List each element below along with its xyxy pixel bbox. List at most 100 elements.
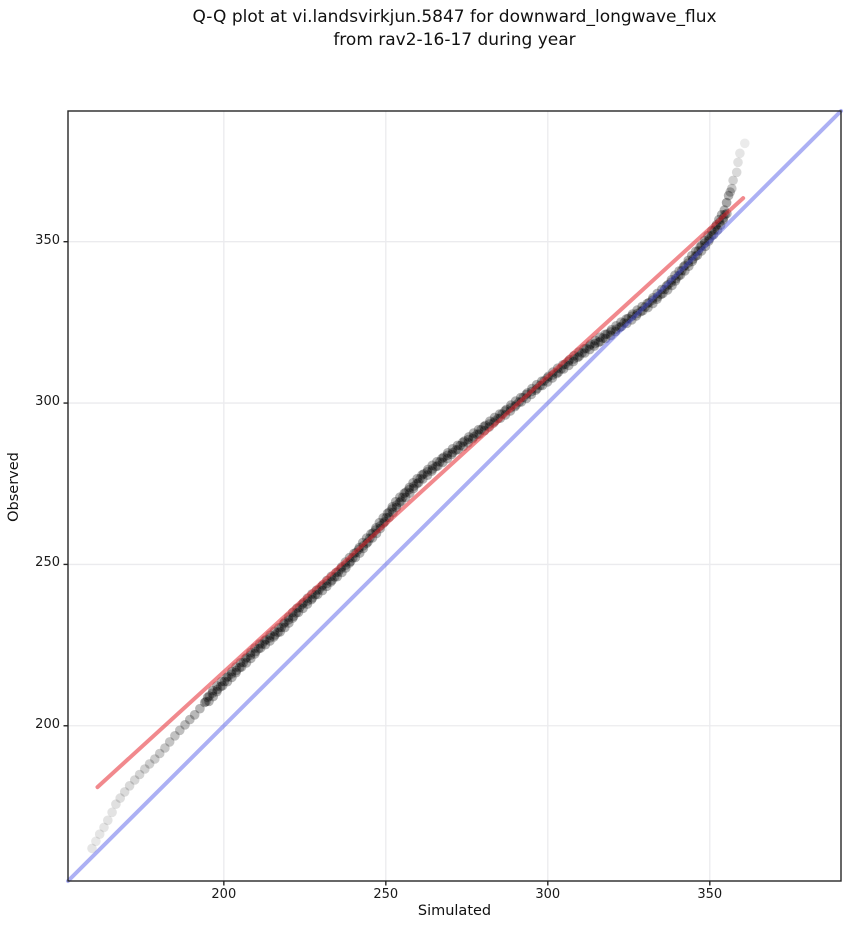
qq-point: [341, 563, 351, 573]
qq-point: [622, 318, 632, 329]
qq-point: [422, 467, 433, 477]
tick-marks: [63, 240, 711, 886]
qq-point: [464, 432, 474, 442]
qq-point: [691, 246, 701, 257]
qq-point: [150, 754, 160, 764]
qq-point: [288, 611, 299, 621]
qq-point: [631, 311, 642, 321]
qq-point: [663, 279, 673, 290]
qq-point: [175, 725, 185, 736]
qq-point: [207, 688, 218, 698]
qq-point: [227, 672, 237, 683]
qq-point: [238, 657, 249, 668]
qq-point: [260, 639, 271, 650]
qq-point: [322, 581, 332, 592]
qq-point: [391, 500, 402, 510]
qq-point: [180, 720, 190, 730]
qq-point: [273, 627, 283, 638]
qq-point: [692, 250, 703, 260]
qq-point: [241, 658, 252, 668]
qq-point: [590, 338, 600, 349]
qq-point: [302, 599, 313, 609]
qq-point: [219, 676, 230, 687]
qq-point: [563, 360, 574, 371]
qq-point: [326, 577, 336, 587]
qq-point: [103, 815, 113, 826]
qq-point: [678, 262, 689, 272]
qq-point: [115, 793, 125, 803]
qq-point: [317, 585, 328, 596]
qq-point: [687, 256, 698, 267]
qq-point: [129, 775, 140, 785]
qq-point: [695, 242, 705, 252]
qq-point: [204, 691, 214, 701]
qq-point: [680, 266, 690, 276]
qq-point: [382, 508, 393, 519]
qq-point: [298, 603, 308, 614]
qq-point: [595, 336, 606, 347]
qq-point: [427, 464, 438, 474]
qq-point: [673, 271, 684, 281]
qq-point: [427, 460, 438, 471]
qq-point: [236, 662, 247, 672]
qq-point: [740, 138, 750, 149]
qq-point: [226, 669, 237, 679]
qq-point: [642, 298, 652, 309]
qq-point: [648, 293, 658, 303]
qq-point: [185, 714, 195, 725]
qq-point: [652, 288, 662, 299]
qq-point: [276, 622, 287, 633]
qq-point: [447, 444, 458, 454]
qq-point: [438, 457, 448, 468]
qq-point: [438, 452, 449, 463]
qq-point: [584, 344, 595, 355]
qq-point: [621, 314, 631, 324]
qq-point: [91, 836, 101, 847]
qq-point: [212, 686, 222, 697]
qq-point: [706, 230, 717, 241]
qq-point: [489, 412, 500, 423]
qq-point: [223, 671, 233, 682]
qq-point: [463, 434, 474, 445]
qq-point: [605, 327, 616, 337]
qq-point: [432, 456, 442, 467]
x-axis-label: Simulated: [417, 903, 492, 919]
qq-point: [662, 285, 673, 295]
qq-point: [677, 265, 687, 276]
qq-point: [231, 667, 241, 678]
qq-point: [396, 496, 407, 506]
qq-point: [712, 225, 723, 235]
qq-point: [731, 167, 742, 178]
qq-point: [616, 317, 626, 328]
qq-point: [627, 315, 637, 325]
qq-point: [666, 275, 677, 285]
qq-point: [431, 461, 441, 472]
qq-point: [208, 685, 218, 696]
qq-point: [627, 309, 638, 319]
qq-point: [479, 421, 489, 432]
qq-point: [615, 322, 625, 333]
qq-point: [442, 453, 453, 464]
qq-point: [610, 326, 621, 337]
qq-point: [401, 487, 411, 498]
qq-point: [394, 497, 405, 508]
x-tick-label: 250: [373, 887, 399, 902]
qq-point: [427, 466, 437, 476]
qq-point: [605, 330, 616, 341]
qq-point: [568, 356, 579, 367]
qq-point: [670, 270, 680, 281]
qq-point: [458, 437, 468, 448]
qq-point: [208, 691, 218, 702]
qq-point: [640, 302, 650, 312]
qq-point: [204, 696, 214, 707]
qq-point: [140, 764, 150, 774]
qq-point: [616, 321, 627, 332]
qq-point: [684, 261, 694, 272]
gridlines: [68, 111, 841, 881]
qq-point: [280, 622, 290, 633]
qq-point: [661, 281, 672, 291]
qq-point: [399, 488, 410, 499]
qq-point: [459, 436, 470, 446]
qq-point: [600, 333, 611, 344]
